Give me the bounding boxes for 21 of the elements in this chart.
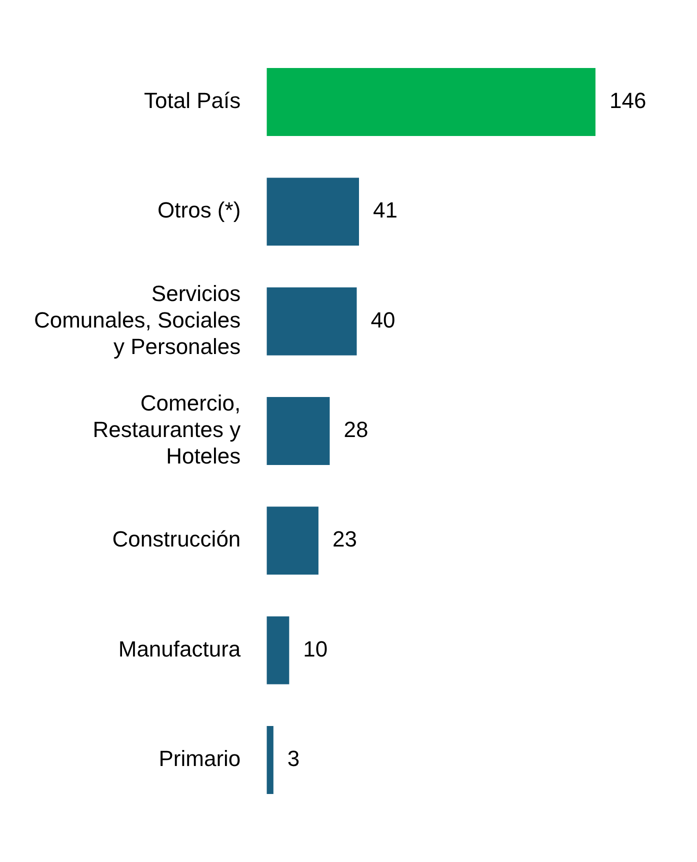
data-label: 146 [609, 88, 646, 114]
data-label: 3 [287, 746, 300, 772]
data-label: 23 [332, 526, 357, 552]
data-label: 28 [344, 417, 368, 442]
y-tick-label: Manufactura [118, 636, 242, 662]
bar [266, 287, 357, 356]
data-label: 10 [303, 636, 328, 662]
bar [266, 506, 318, 575]
bar [266, 616, 290, 684]
y-tick-label: Total País [144, 88, 241, 114]
bar [266, 726, 274, 794]
y-tick-label: Servicios Comunales, Sociales y Personales [34, 281, 241, 359]
y-tick-label: Primario [158, 746, 241, 772]
y-tick-label: Construcción [112, 526, 241, 552]
y-tick-label: Otros (*) [158, 198, 241, 223]
bar [266, 178, 359, 246]
data-label: 41 [372, 198, 398, 223]
bar [266, 68, 596, 136]
data-label: 40 [370, 307, 396, 332]
bar [266, 397, 330, 465]
y-tick-label: Comercio, Restaurantes y Hoteles [92, 390, 241, 468]
